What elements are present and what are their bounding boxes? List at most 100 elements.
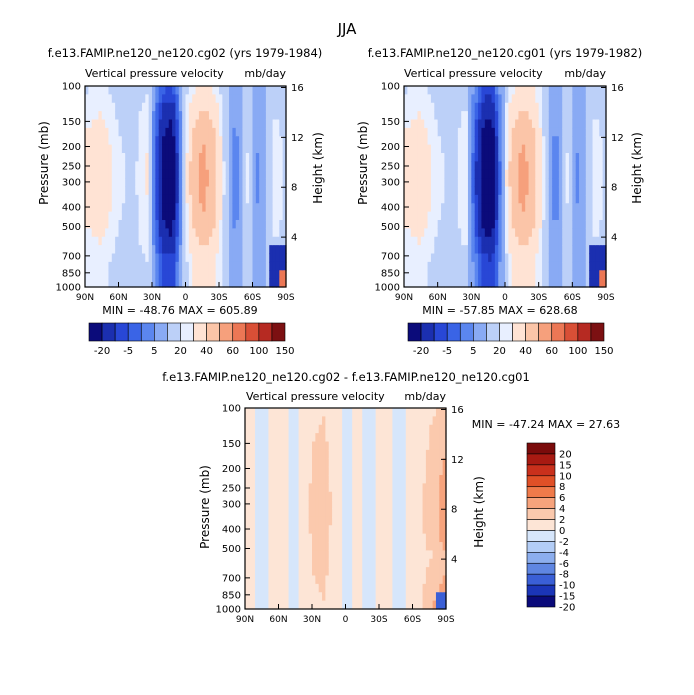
contour-cell bbox=[301, 525, 306, 535]
contour-cell bbox=[118, 178, 123, 188]
contour-cell bbox=[118, 270, 123, 280]
contour-cell bbox=[155, 102, 160, 112]
contour-cell bbox=[404, 144, 408, 154]
contour-cell bbox=[392, 491, 397, 501]
contour-cell bbox=[275, 491, 280, 501]
contour-cell bbox=[454, 211, 459, 221]
contour-cell bbox=[531, 86, 536, 95]
contour-cell bbox=[434, 228, 439, 238]
contour-cell bbox=[232, 169, 237, 179]
contour-cell bbox=[192, 278, 197, 288]
contour-cell bbox=[155, 228, 160, 238]
contour-cell bbox=[215, 203, 220, 213]
contour-cell bbox=[261, 433, 266, 443]
contour-cell bbox=[239, 178, 244, 188]
contour-cell bbox=[188, 203, 193, 213]
contour-cell bbox=[568, 119, 573, 129]
contour-cell bbox=[261, 516, 266, 526]
contour-cell bbox=[318, 567, 323, 577]
contour-cell bbox=[372, 424, 377, 434]
contour-cell bbox=[447, 220, 452, 229]
contour-cell bbox=[198, 111, 203, 121]
contour-cell bbox=[308, 508, 313, 518]
contour-cell bbox=[269, 144, 274, 154]
contour-cell bbox=[521, 211, 526, 221]
contour-cell bbox=[437, 102, 442, 112]
contour-cell bbox=[348, 600, 353, 610]
contour-cell bbox=[249, 245, 254, 255]
colorbar-swatch bbox=[526, 497, 556, 509]
contour-cell bbox=[505, 119, 509, 129]
contour-cell bbox=[225, 86, 230, 95]
contour-cell bbox=[565, 111, 570, 121]
contour-cell bbox=[589, 236, 594, 246]
colorbar-swatch bbox=[219, 322, 234, 342]
contour-cell bbox=[420, 127, 425, 137]
contour-cell bbox=[278, 433, 283, 443]
contour-cell bbox=[414, 119, 419, 129]
contour-cell bbox=[457, 186, 462, 196]
contour-cell bbox=[192, 228, 197, 238]
contour-cell bbox=[128, 86, 133, 95]
contour-cell bbox=[372, 433, 377, 443]
contour-cell bbox=[498, 169, 503, 179]
contour-cell bbox=[225, 270, 230, 280]
contour-cell bbox=[305, 516, 310, 526]
contour-cell bbox=[219, 261, 223, 271]
contour-cell bbox=[88, 236, 93, 246]
contour-cell bbox=[464, 270, 469, 280]
contour-cell bbox=[182, 203, 187, 213]
contour-cell bbox=[488, 245, 493, 255]
contour-cell bbox=[420, 153, 425, 162]
contour-cell bbox=[259, 144, 264, 154]
contour-cell bbox=[322, 466, 326, 476]
contour-cell bbox=[295, 408, 300, 417]
contour-cell bbox=[409, 408, 414, 417]
contour-cell bbox=[291, 516, 296, 526]
contour-cell bbox=[252, 261, 257, 271]
contour-cell bbox=[585, 203, 590, 213]
contour-cell bbox=[251, 542, 256, 551]
contour-cell bbox=[248, 408, 253, 417]
contour-cell bbox=[568, 153, 573, 162]
contour-cell bbox=[451, 220, 456, 229]
contour-cell bbox=[182, 245, 187, 255]
contour-cell bbox=[585, 211, 590, 221]
contour-cell bbox=[182, 127, 187, 137]
contour-cell bbox=[98, 136, 103, 146]
contour-cell bbox=[442, 408, 447, 417]
contour-cell bbox=[392, 441, 397, 451]
contour-cell bbox=[198, 211, 203, 221]
contour-cell bbox=[261, 550, 266, 560]
contour-cell bbox=[268, 600, 273, 610]
contour-cell bbox=[185, 261, 190, 271]
contour-cell bbox=[279, 136, 284, 146]
contour-cell bbox=[272, 245, 277, 255]
contour-cell bbox=[325, 449, 330, 459]
contour-cell bbox=[245, 516, 249, 526]
contour-cell bbox=[407, 261, 412, 271]
contour-cell bbox=[435, 542, 440, 551]
contour-cell bbox=[138, 253, 143, 263]
contour-cell bbox=[125, 144, 130, 154]
contour-cell bbox=[345, 600, 350, 610]
contour-cell bbox=[439, 533, 444, 543]
contour-cell bbox=[501, 278, 506, 288]
contour-cell bbox=[494, 278, 499, 288]
contour-cell bbox=[471, 169, 476, 179]
contour-cell bbox=[521, 270, 526, 280]
contour-cell bbox=[589, 178, 594, 188]
contour-cell bbox=[399, 433, 404, 443]
panel-subtitle: Vertical pressure velocity bbox=[246, 390, 385, 403]
contour-cell bbox=[162, 144, 166, 154]
contour-cell bbox=[589, 86, 594, 95]
contour-cell bbox=[239, 94, 244, 104]
contour-cell bbox=[229, 111, 233, 121]
contour-cell bbox=[298, 466, 303, 476]
contour-cell bbox=[498, 261, 503, 271]
contour-cell bbox=[295, 525, 300, 535]
contour-cell bbox=[198, 236, 203, 246]
contour-cell bbox=[262, 194, 267, 204]
contour-cell bbox=[275, 194, 280, 204]
contour-cell bbox=[407, 194, 412, 204]
